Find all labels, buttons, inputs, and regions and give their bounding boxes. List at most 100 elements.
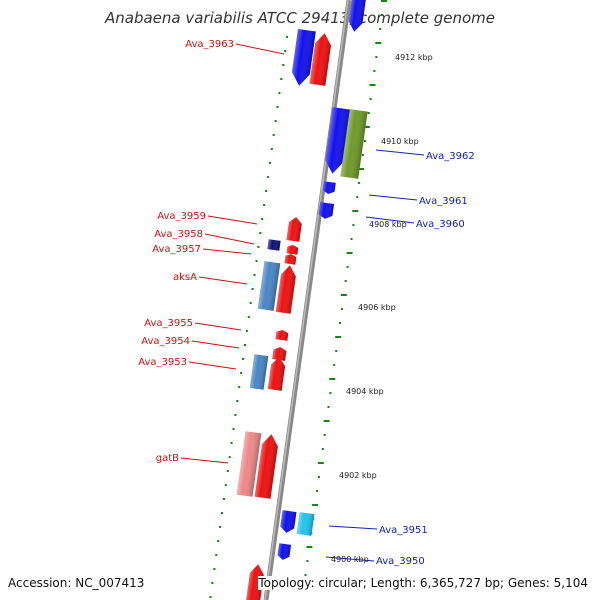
gene-label-aksa[interactable]: aksA (173, 272, 197, 283)
ruler-tick (286, 36, 289, 38)
ruler-tick (251, 288, 254, 290)
gene-label-ava-3954[interactable]: Ava_3954 (141, 336, 190, 347)
gene-ava-3962-olive[interactable] (340, 109, 368, 179)
gene-bottom-red[interactable] (244, 563, 265, 600)
ruler-tick (346, 266, 349, 268)
ruler-tick (381, 0, 387, 2)
ruler-tick (316, 490, 318, 492)
leader-line (375, 149, 425, 156)
gene-ava-3951-cyan[interactable] (296, 512, 315, 536)
ruler-tick (245, 330, 248, 332)
ruler-tick (274, 120, 277, 122)
ruler-tick (306, 560, 309, 562)
ruler-tick-marks (209, 0, 387, 598)
gene-ava-3954[interactable] (272, 346, 287, 361)
leader-line (180, 457, 229, 464)
ruler-tick (363, 140, 366, 142)
gene-label-ava-3961[interactable]: Ava_3961 (419, 196, 468, 207)
ruler-tick (381, 14, 384, 16)
gene-label-ava-3962[interactable]: Ava_3962 (426, 151, 475, 162)
ruler-tick (352, 224, 355, 226)
gene-label-gatb[interactable]: gatB (156, 453, 179, 464)
ruler-tick (352, 210, 359, 212)
ruler-tick (363, 126, 370, 128)
ruler-tick (242, 358, 245, 360)
ruler-tick (240, 372, 243, 374)
gene-ava-3963-red[interactable] (309, 32, 332, 86)
ruler-tick (367, 112, 370, 114)
gene-features (236, 0, 368, 600)
ruler-tick (234, 414, 237, 416)
gene-ava-3951-blue[interactable] (280, 510, 297, 534)
ruler-tick (340, 294, 347, 296)
ruler-tick (261, 218, 264, 220)
ruler-tick (321, 448, 324, 450)
gene-ava-3958[interactable] (267, 239, 281, 251)
leader-line (328, 525, 378, 530)
gene-label-ava-3957[interactable]: Ava_3957 (152, 244, 201, 255)
gene-label-ava-3958[interactable]: Ava_3958 (154, 229, 203, 240)
gene-gatb-red[interactable] (254, 433, 280, 499)
gene-top-cut[interactable] (347, 0, 367, 33)
gene-label-ava-3963[interactable]: Ava_3963 (185, 39, 234, 50)
ruler-tick (257, 246, 260, 248)
gene-label-ava-3960[interactable]: Ava_3960 (416, 219, 465, 230)
ruler-tick (226, 470, 229, 472)
gene-label-ava-3953[interactable]: Ava_3953 (138, 357, 187, 368)
ruler-tick (249, 302, 252, 304)
ruler-tick (317, 476, 320, 478)
gene-ava-3957b[interactable] (284, 253, 297, 265)
ruler-tick (358, 182, 361, 184)
gene-gatb-pink[interactable] (236, 431, 262, 497)
kbp-marker-4902: 4902 kbp (339, 471, 377, 480)
gene-label-ava-3955[interactable]: Ava_3955 (144, 318, 193, 329)
leader-line (235, 43, 285, 55)
ruler-tick (369, 84, 376, 86)
leader-line (207, 215, 258, 225)
kbp-marker-4900: 4900 kbp (331, 555, 369, 564)
gene-ava-3959[interactable] (286, 216, 302, 242)
ruler-tick (221, 512, 223, 514)
kbp-marker-4904: 4904 kbp (346, 387, 384, 396)
gene-ava-3953-red[interactable] (267, 356, 286, 391)
ruler-tick (228, 456, 231, 458)
gene-ava-3950[interactable] (277, 543, 292, 561)
ruler-tick (224, 484, 227, 486)
ruler-tick (335, 336, 342, 338)
ruler-tick (268, 162, 271, 164)
gene-ava-3955[interactable] (275, 329, 289, 341)
ruler-tick (323, 434, 326, 436)
leader-line (191, 340, 240, 349)
ruler-tick (379, 28, 382, 30)
gene-aksa-red[interactable] (275, 264, 298, 314)
ruler-tick (247, 316, 250, 318)
gene-label-ava-3950[interactable]: Ava_3950 (376, 556, 425, 567)
ruler-tick (340, 308, 343, 310)
gene-ava-3962-blue[interactable] (323, 107, 351, 175)
gene-label-ava-3951[interactable]: Ava_3951 (379, 525, 428, 536)
leader-line (198, 276, 248, 285)
ruler-tick (304, 574, 307, 576)
ruler-tick (230, 442, 233, 444)
label-leader-lines (180, 43, 425, 562)
ruler-tick (278, 92, 281, 94)
gene-ava-3963-blue[interactable] (290, 29, 316, 87)
ruler-tick (333, 364, 336, 366)
kbp-marker-4912: 4912 kbp (395, 53, 433, 62)
gene-ava-3953-blue[interactable] (249, 354, 269, 390)
gene-ava-3957a[interactable] (286, 244, 299, 255)
gene-label-ava-3959[interactable]: Ava_3959 (157, 211, 206, 222)
kbp-marker-4906: 4906 kbp (358, 303, 396, 312)
gene-ava-3961[interactable] (322, 181, 336, 195)
ruler-tick (312, 504, 319, 506)
ruler-tick (272, 134, 275, 136)
ruler-tick (255, 260, 258, 262)
ruler-tick (265, 190, 267, 192)
ruler-tick (215, 554, 218, 556)
ruler-tick (284, 50, 287, 52)
gene-aksa-blue[interactable] (257, 261, 281, 311)
gene-ava-3960[interactable] (318, 202, 335, 220)
ruler-tick (266, 176, 269, 178)
ruler-tick (361, 154, 364, 156)
